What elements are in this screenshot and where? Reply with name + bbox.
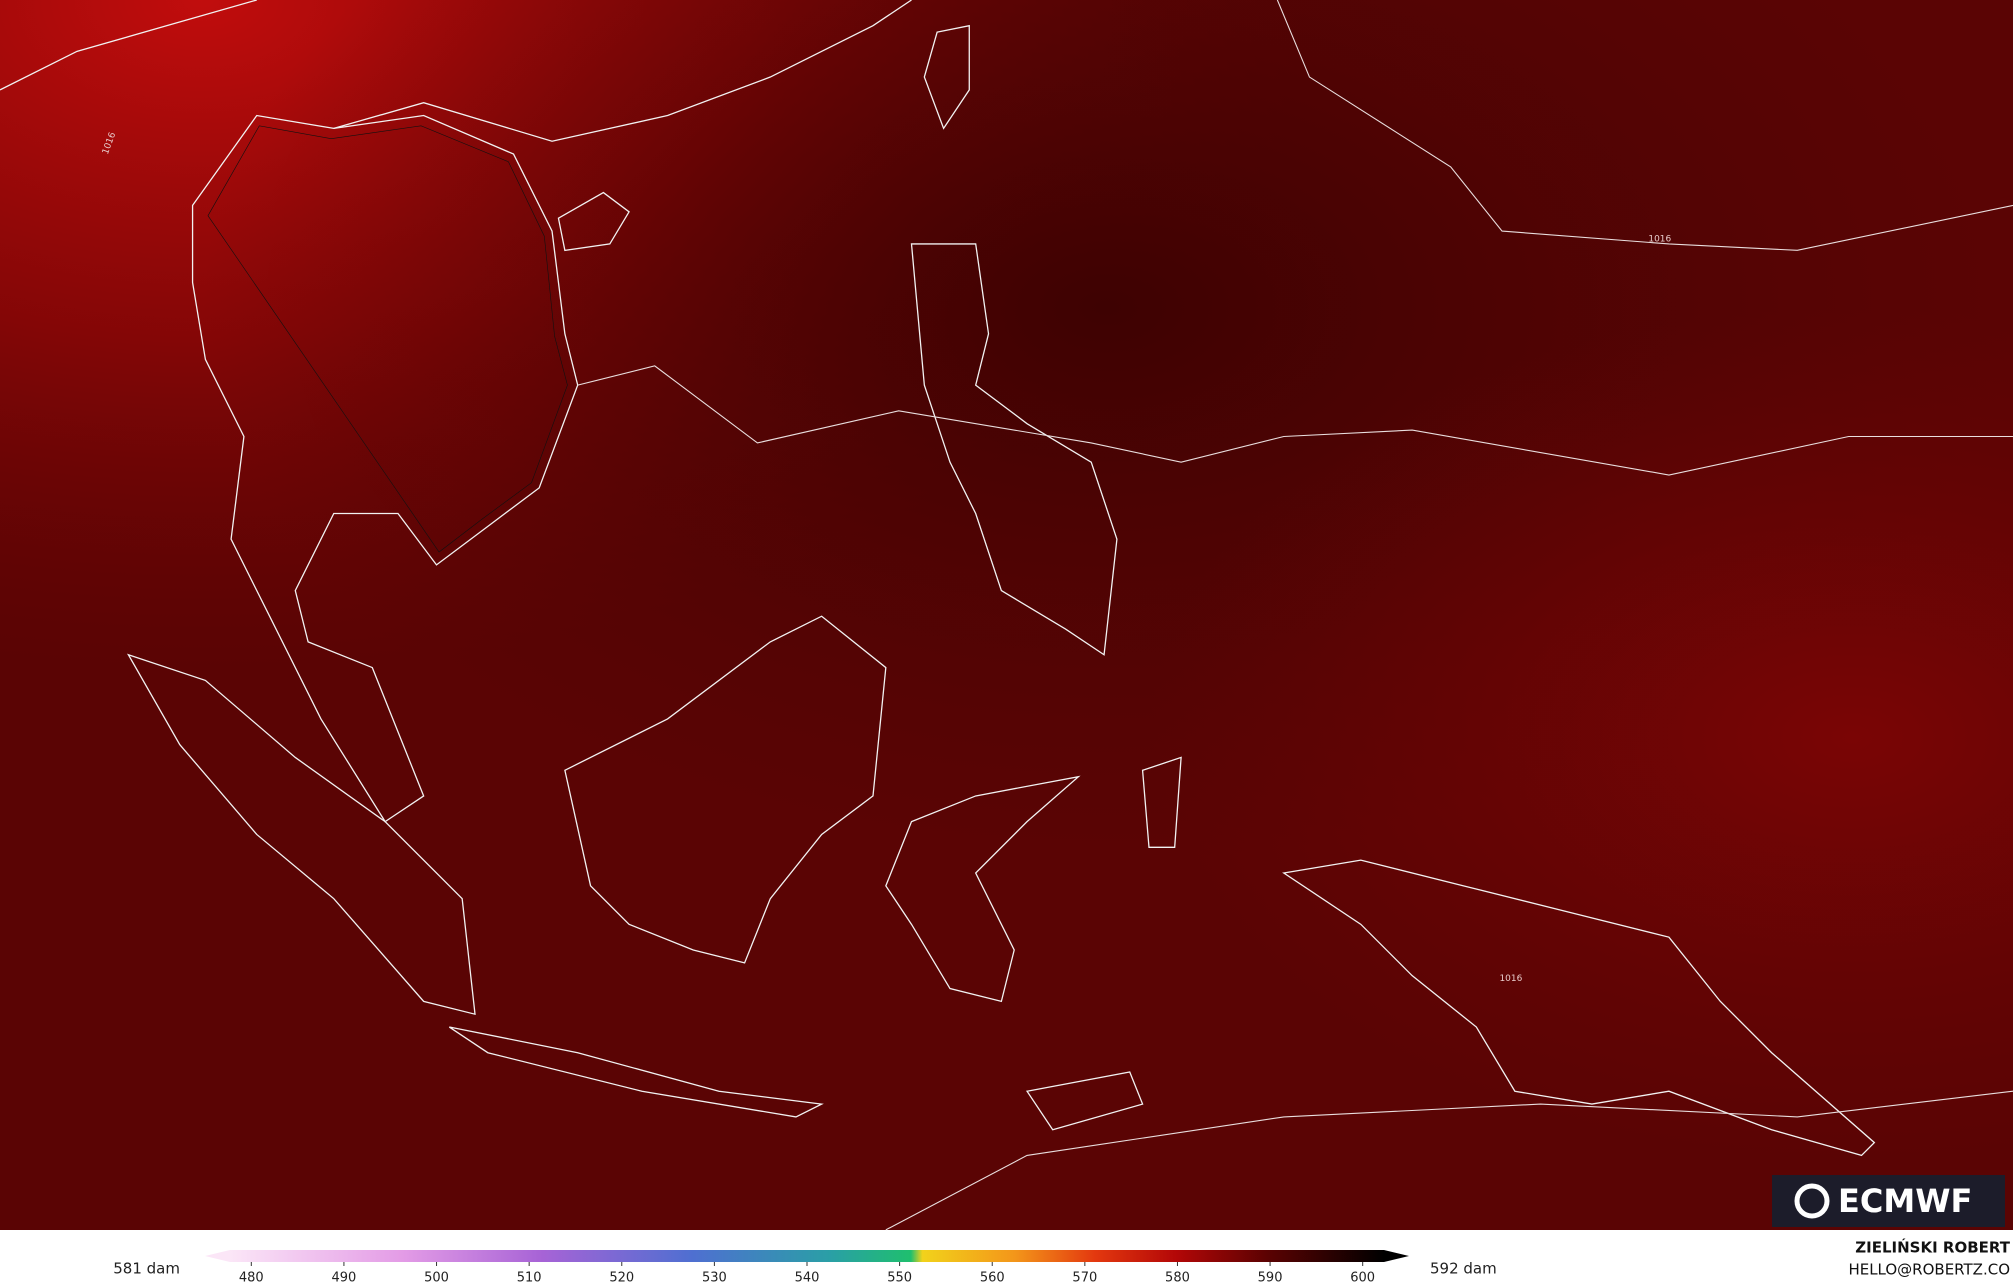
warm-area xyxy=(0,0,2013,1230)
colorbar-arrow xyxy=(1384,1250,1409,1262)
colorbar-tick-label: 500 xyxy=(424,1271,449,1286)
colorbar-tick-label: 540 xyxy=(795,1271,820,1286)
colorbar-tick-label: 530 xyxy=(702,1271,727,1286)
colorbar-tick-label: 480 xyxy=(239,1271,264,1286)
coastlines: 1016 1016 1016 xyxy=(0,0,2013,1230)
map: 1016 1016 1016 ECMWF xyxy=(0,0,2013,1230)
hainan xyxy=(558,193,629,251)
colorbar: 581 dam 592 dam 480 490 500 510 520 530 540 550… xyxy=(113,1250,1497,1286)
taiwan xyxy=(924,26,969,129)
colorbar-tick-label: 570 xyxy=(1072,1271,1097,1286)
contact: HELLO@ROBERTZ.CO xyxy=(1848,1261,2010,1279)
colorbar-arrow xyxy=(205,1250,230,1262)
author: ZIELIŃSKI ROBERT xyxy=(1855,1238,2010,1257)
colorbar-tick-label: 580 xyxy=(1165,1271,1190,1286)
coast xyxy=(208,126,567,552)
sulawesi xyxy=(886,777,1079,1002)
colorbar-tick-label: 490 xyxy=(332,1271,357,1286)
colorbar-tick-label: 560 xyxy=(980,1271,1005,1286)
sumatra xyxy=(128,655,475,1014)
isobar xyxy=(578,366,2013,475)
coast xyxy=(334,0,912,141)
logo-text: ECMWF xyxy=(1838,1182,1972,1220)
philippines xyxy=(911,244,1116,655)
colorbar-tick-label: 520 xyxy=(609,1271,634,1286)
java xyxy=(449,1027,821,1117)
new-guinea xyxy=(1284,860,1875,1155)
colorbar-tick-label: 590 xyxy=(1258,1271,1283,1286)
coast xyxy=(0,0,257,90)
timor xyxy=(1027,1072,1143,1130)
halmahera xyxy=(1143,757,1182,847)
isobar xyxy=(1277,0,2013,250)
colorbar-tick-label: 510 xyxy=(517,1271,542,1286)
isobar xyxy=(886,1091,2013,1230)
logo-icon xyxy=(1794,1183,1830,1219)
colorbar-tick-label: 600 xyxy=(1350,1271,1375,1286)
indochina xyxy=(193,116,578,822)
min-label: 581 dam xyxy=(113,1260,180,1278)
logo: ECMWF xyxy=(1772,1175,2005,1227)
contour-label: 1016 xyxy=(1499,974,1522,984)
contour-label: 1016 xyxy=(1648,234,1671,244)
borneo xyxy=(565,616,886,963)
max-label: 592 dam xyxy=(1430,1260,1497,1278)
colorbar-body xyxy=(230,1250,1384,1262)
colorbar-tick-label: 550 xyxy=(887,1271,912,1286)
